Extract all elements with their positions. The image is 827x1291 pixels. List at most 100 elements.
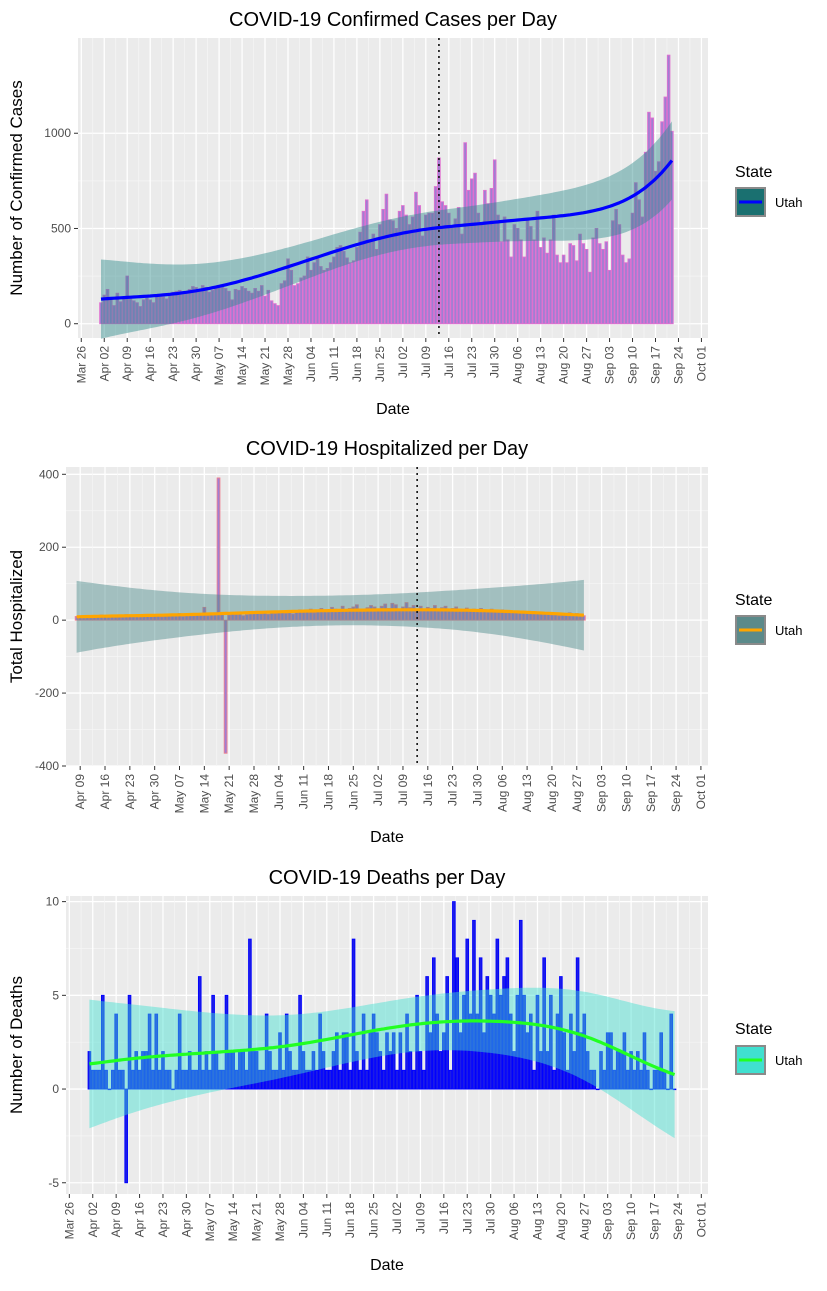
bar [584, 248, 589, 325]
bar [332, 256, 336, 325]
bar [210, 289, 215, 325]
bar [137, 1069, 142, 1090]
bar [569, 1013, 573, 1090]
x-tick-label: Jul 30 [488, 346, 502, 378]
bar [348, 262, 353, 325]
x-tick-label: Oct 01 [694, 1202, 708, 1238]
bar [472, 919, 476, 1090]
bar [453, 218, 458, 325]
bar [447, 212, 451, 325]
bar [286, 258, 290, 325]
bar [405, 1013, 409, 1090]
bar [653, 170, 658, 325]
bar [634, 182, 638, 325]
bar [374, 248, 379, 325]
bar [197, 976, 202, 1090]
bar [411, 1069, 416, 1090]
x-tick-label: Aug 06 [507, 1202, 521, 1240]
bar [358, 231, 362, 325]
bar [223, 619, 228, 754]
x-tick-label: May 14 [226, 1202, 240, 1242]
bar [97, 1069, 102, 1090]
bar [381, 1069, 386, 1090]
bar [440, 201, 444, 325]
bar [194, 1069, 199, 1090]
bar [421, 1069, 426, 1090]
bar [464, 607, 469, 621]
bar [141, 1051, 145, 1090]
bar [515, 228, 520, 325]
y-tick-label: 500 [51, 221, 71, 235]
bar [535, 210, 540, 325]
legend-label: Utah [775, 623, 802, 638]
bar [263, 295, 267, 325]
x-tick-label: Sep 17 [644, 774, 658, 812]
bar [325, 1069, 329, 1090]
bar [207, 1069, 212, 1090]
y-tick-label: 1000 [44, 126, 71, 140]
bar [528, 1013, 533, 1090]
smooth-trend-line [89, 1019, 676, 1077]
bar [647, 111, 651, 325]
bar [118, 301, 123, 325]
bar [518, 919, 523, 1090]
bar [512, 224, 517, 325]
x-axis-label: Date [370, 1257, 404, 1274]
legend-label: Utah [775, 1053, 802, 1068]
bar [476, 212, 481, 325]
x-tick-label: May 07 [173, 774, 187, 814]
x-tick-label: Mar 26 [74, 346, 88, 384]
bar [542, 237, 546, 325]
x-tick-label: Apr 23 [123, 774, 137, 810]
x-tick-label: Apr 30 [148, 774, 162, 810]
bar [371, 1013, 376, 1090]
x-tick-label: Aug 06 [495, 774, 509, 812]
x-tick-label: Aug 13 [530, 1202, 544, 1240]
bar [266, 289, 271, 325]
bar [335, 1032, 339, 1090]
bar [390, 602, 395, 621]
x-tick-label: Jul 16 [437, 1202, 451, 1234]
bar [401, 1069, 406, 1090]
bar [539, 1051, 543, 1090]
bar [591, 237, 595, 325]
y-tick-label: 5 [52, 988, 59, 1002]
bar [567, 612, 572, 621]
bar [456, 207, 461, 325]
bar [351, 606, 356, 621]
x-tick-label: Aug 06 [511, 346, 525, 384]
bar [565, 262, 569, 325]
bar [266, 613, 271, 621]
confirmed-cases-chart-panel: 0 500 1000 Mar 26 Apr 02 Apr 09 Apr 16 Apr 23 Ap… [0, 0, 827, 430]
bar [454, 606, 459, 621]
bar [509, 256, 513, 325]
bar [124, 1088, 128, 1184]
bar [314, 1069, 319, 1090]
bar [121, 1069, 125, 1090]
y-axis-label: Total Hospitalized [7, 550, 26, 683]
bar [401, 606, 405, 621]
x-tick-label: Sep 24 [669, 774, 683, 812]
x-tick-label: Sep 17 [648, 1202, 662, 1240]
bar [657, 161, 661, 325]
bar [656, 1069, 660, 1090]
x-tick-label: Jun 25 [367, 1202, 381, 1238]
bar [291, 613, 295, 621]
bar [114, 1013, 118, 1090]
y-tick-label: -5 [48, 1176, 59, 1190]
bar [601, 248, 605, 325]
bar [211, 994, 215, 1090]
bar [572, 1051, 577, 1090]
bar [221, 1069, 225, 1090]
x-tick-label: Sep 03 [603, 346, 617, 384]
bar [321, 1051, 326, 1090]
x-tick-label: Jun 04 [304, 346, 318, 382]
bar [609, 1032, 613, 1090]
bar [157, 1069, 162, 1090]
bar [378, 1051, 383, 1090]
bar [284, 612, 288, 621]
bar [394, 228, 399, 325]
bar [315, 258, 320, 325]
bar [565, 1069, 570, 1090]
